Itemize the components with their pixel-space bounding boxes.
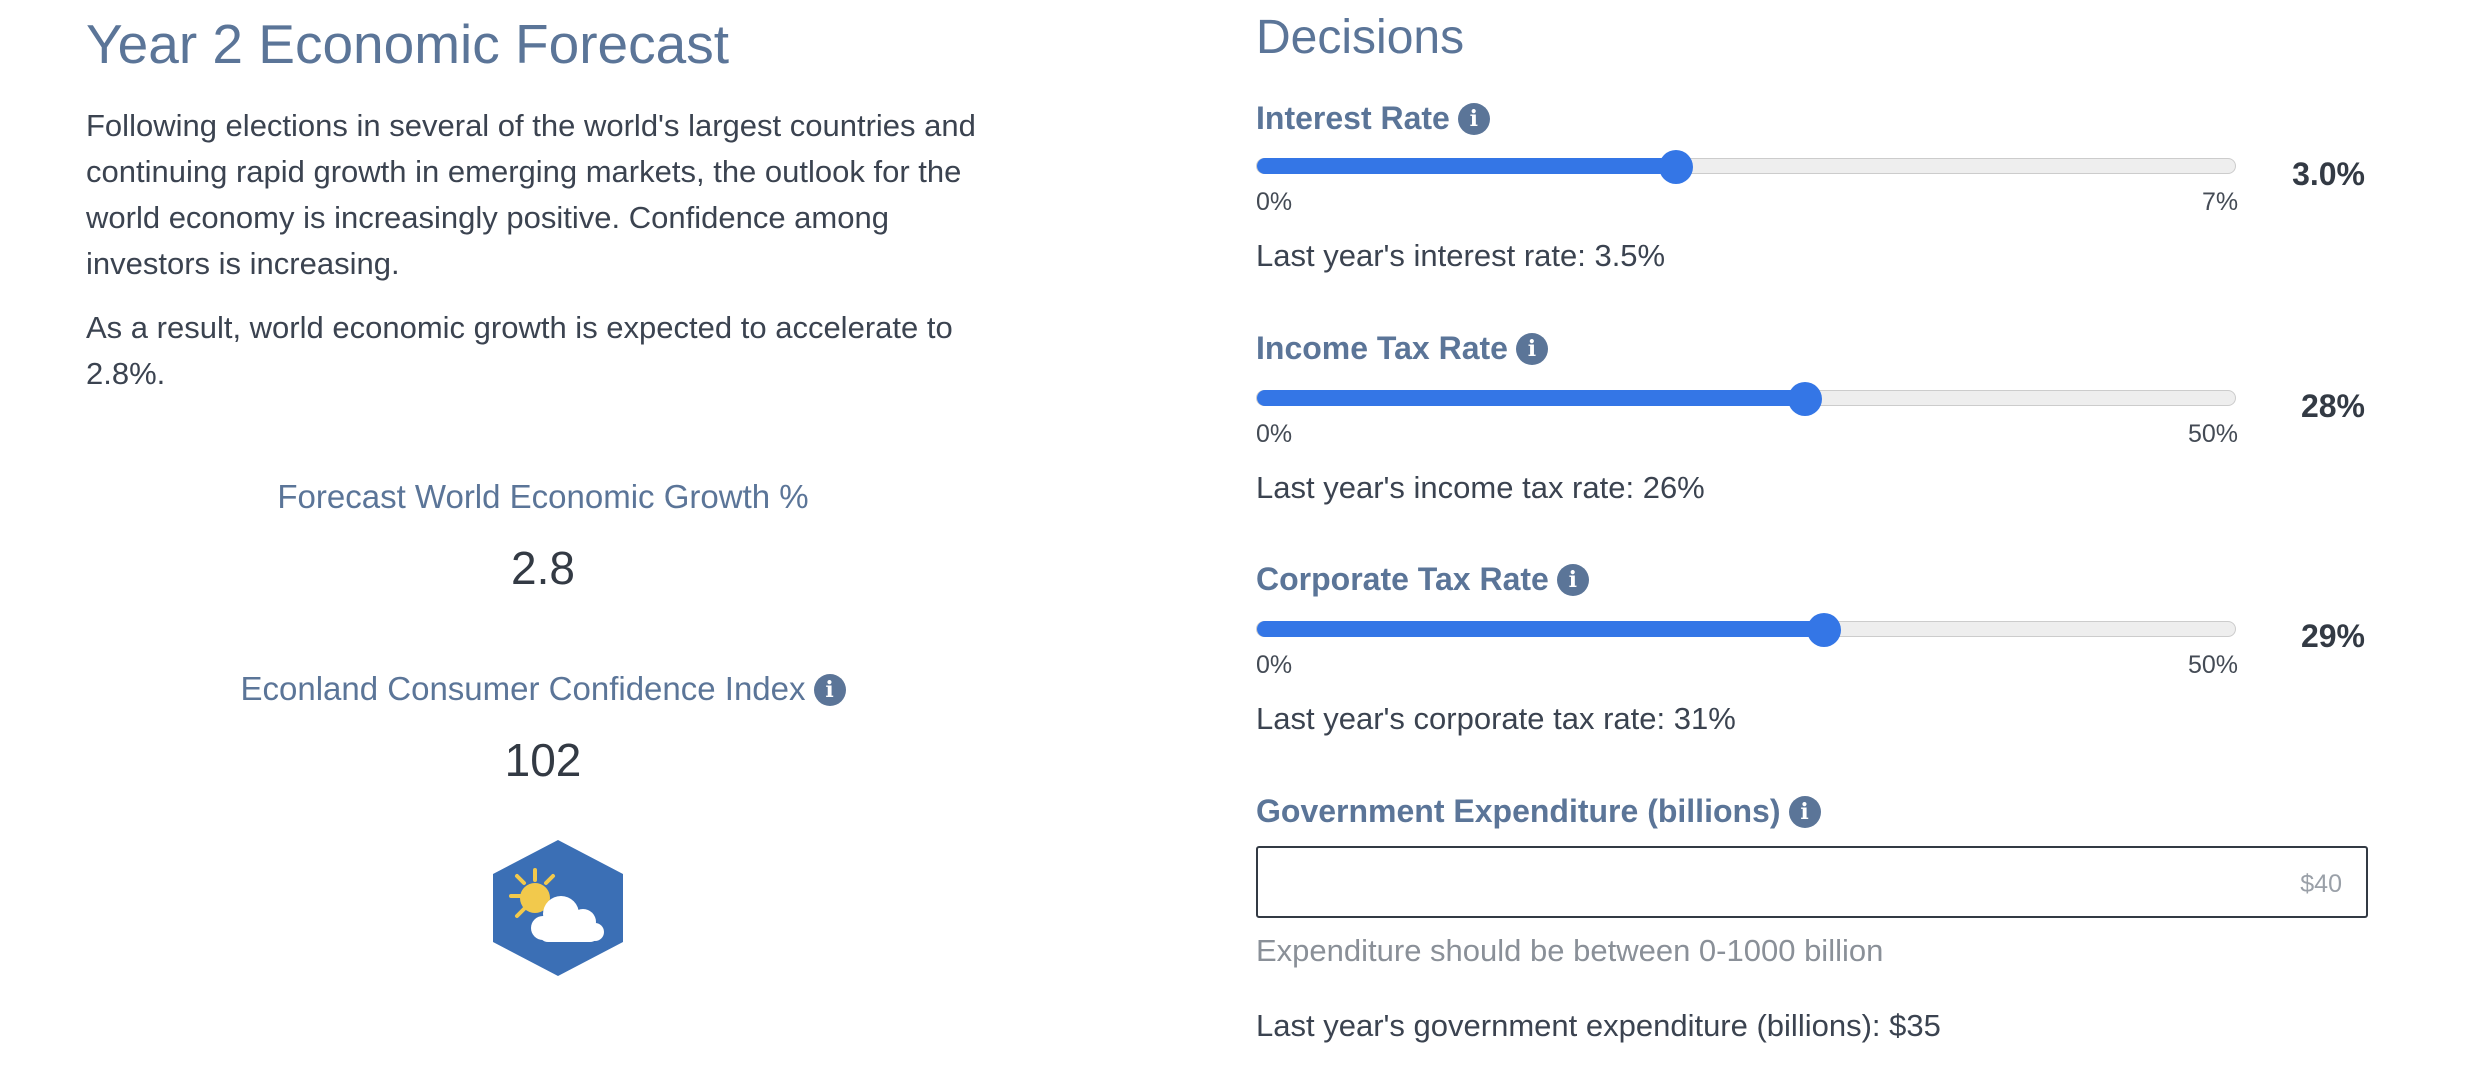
corporate-tax-label: Corporate Tax Rate — [1256, 561, 1549, 597]
expenditure-label: Government Expenditure (billions) — [1256, 793, 1781, 829]
income-tax-value: 28% — [2300, 388, 2365, 424]
confidence-label: Econland Consumer Confidence Index — [240, 670, 806, 707]
growth-label: Forecast World Economic Growth % — [277, 478, 809, 515]
corporate-tax-last-year: Last year's corporate tax rate: 31% — [1256, 701, 1736, 736]
interest-rate-label: Interest Rate — [1256, 100, 1450, 136]
growth-value: 2.8 — [511, 542, 575, 594]
expenditure-placeholder: $40 — [2300, 870, 2342, 898]
expenditure-last-year: Last year's government expenditure (bill… — [1256, 1008, 1941, 1043]
decisions-title: Decisions — [1256, 11, 1465, 64]
info-icon[interactable]: i — [1788, 796, 1821, 828]
interest-rate-value: 3.0% — [2292, 156, 2365, 192]
confidence-label-row: Econland Consumer Confidence Index i — [86, 670, 1000, 708]
expenditure-input[interactable]: $40 — [1256, 846, 2368, 918]
corporate-tax-slider[interactable] — [1256, 613, 2236, 647]
corporate-tax-slider-fill — [1257, 621, 1825, 637]
info-icon[interactable]: i — [1515, 333, 1548, 365]
interest-rate-slider[interactable] — [1256, 150, 2236, 184]
interest-rate-label-row: Interest Rate i — [1256, 100, 1490, 137]
corporate-tax-max: 50% — [2188, 651, 2239, 679]
interest-rate-min: 0% — [1256, 188, 1293, 216]
forecast-paragraph-1: Following elections in several of the wo… — [86, 108, 976, 281]
income-tax-slider[interactable] — [1256, 382, 2236, 416]
income-tax-label-row: Income Tax Rate i — [1256, 330, 1548, 367]
interest-rate-max: 7% — [2202, 188, 2239, 216]
income-tax-label: Income Tax Rate — [1256, 330, 1508, 366]
expenditure-hint: Expenditure should be between 0-1000 bil… — [1256, 933, 1884, 968]
income-tax-slider-handle[interactable] — [1787, 382, 1822, 416]
corporate-tax-slider-handle[interactable] — [1807, 613, 1842, 647]
corporate-tax-label-row: Corporate Tax Rate i — [1256, 561, 1589, 598]
info-icon[interactable]: i — [813, 674, 846, 706]
confidence-value: 102 — [504, 734, 582, 786]
forecast-title: Year 2 Economic Forecast — [86, 13, 730, 75]
income-tax-last-year: Last year's income tax rate: 26% — [1256, 470, 1705, 505]
interest-rate-slider-handle[interactable] — [1659, 150, 1694, 184]
forecast-paragraph-2: As a result, world economic growth is ex… — [86, 310, 953, 391]
info-icon[interactable]: i — [1457, 103, 1490, 135]
expenditure-label-row: Government Expenditure (billions) i — [1256, 793, 1821, 830]
interest-rate-slider-fill — [1257, 158, 1677, 174]
interest-rate-last-year: Last year's interest rate: 3.5% — [1256, 238, 1666, 273]
corporate-tax-min: 0% — [1256, 651, 1293, 679]
income-tax-min: 0% — [1256, 420, 1293, 448]
income-tax-slider-fill — [1257, 390, 1805, 406]
corporate-tax-value: 29% — [2300, 618, 2365, 654]
income-tax-max: 50% — [2188, 420, 2239, 448]
partly-sunny-icon — [493, 840, 623, 976]
info-icon[interactable]: i — [1556, 564, 1589, 596]
